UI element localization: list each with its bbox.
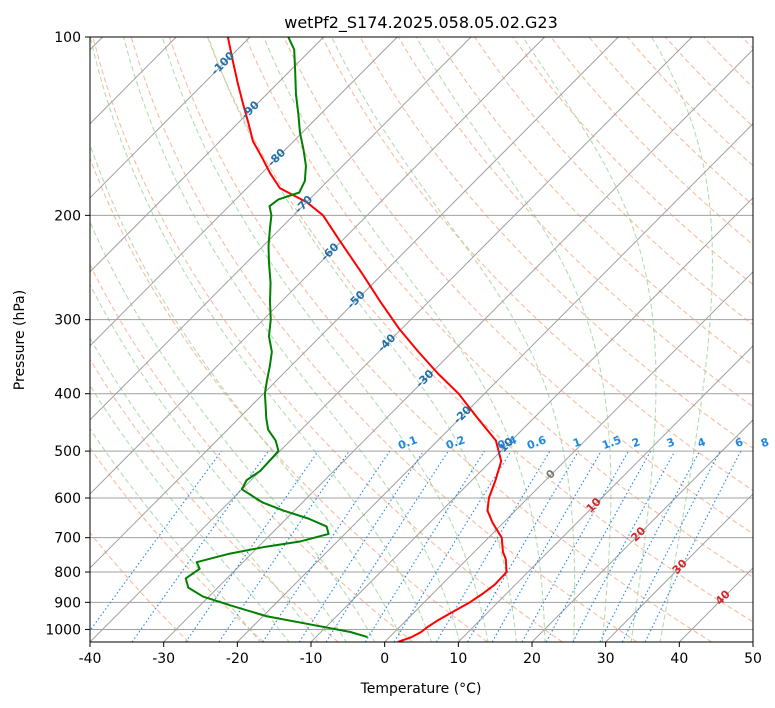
moist-adiabat bbox=[522, 37, 657, 642]
moist-adiabat bbox=[90, 336, 319, 642]
y-tick-label: 200 bbox=[54, 208, 81, 224]
series-layer bbox=[184, 37, 508, 642]
mixing-ratio-line bbox=[185, 450, 319, 642]
dry-adiabat bbox=[92, 37, 563, 642]
isotherm-gridline bbox=[605, 493, 753, 642]
moist-adiabat bbox=[90, 283, 347, 642]
isotherm-gridline bbox=[457, 345, 753, 642]
dewpoint-profile-line bbox=[184, 37, 368, 639]
moist-adiabat bbox=[123, 37, 461, 642]
isotherm-gridline bbox=[384, 271, 753, 642]
y-tick-label: 800 bbox=[54, 565, 81, 581]
x-tick-label: -20 bbox=[226, 651, 249, 667]
mixing-ratio-line bbox=[218, 450, 350, 642]
mixing-ratio-label: 0.2 bbox=[444, 433, 467, 452]
dry-adiabat bbox=[130, 37, 638, 642]
y-tick-label: 600 bbox=[54, 491, 81, 507]
y-tick-label: 700 bbox=[54, 531, 81, 547]
isotherm-gridline bbox=[90, 37, 398, 347]
x-tick-label: -10 bbox=[300, 651, 323, 667]
y-tick-label: 300 bbox=[54, 313, 81, 329]
mixing-ratio-line bbox=[521, 450, 630, 642]
mixing-ratio-label: 3 bbox=[665, 435, 677, 450]
y-tick-label: 100 bbox=[54, 30, 81, 46]
isotherm-gridline bbox=[90, 37, 619, 569]
x-tick-label: 40 bbox=[670, 651, 688, 667]
y-tick-label: 400 bbox=[54, 387, 81, 403]
y-tick-label: 500 bbox=[54, 444, 81, 460]
isotherm-gridline bbox=[310, 197, 753, 642]
dry-adiabat bbox=[321, 37, 753, 492]
mixing-ratio-line bbox=[131, 450, 269, 642]
dry-adiabat bbox=[90, 446, 264, 642]
moist-adiabat bbox=[90, 142, 404, 642]
isotherm-gridline bbox=[90, 37, 324, 273]
moist-adiabat bbox=[263, 37, 546, 642]
plot-frame bbox=[89, 36, 754, 643]
mixing-ratio-label: 2 bbox=[630, 435, 642, 450]
x-axis: -40 -30 -20 -10 0 10 20 30 40 50 bbox=[79, 642, 762, 667]
mixing-ratio-label: 1 bbox=[571, 435, 583, 450]
mixing-ratio-line bbox=[325, 450, 449, 642]
mixing-ratio-line bbox=[545, 450, 652, 642]
isotherm-gridline bbox=[236, 123, 753, 642]
x-tick-label: 0 bbox=[380, 651, 389, 667]
isotherm-gridline bbox=[90, 37, 251, 199]
y-tick-label: 1000 bbox=[45, 622, 81, 638]
y-axis: 100 200 300 400 500 600 700 800 900 1000 bbox=[45, 30, 90, 638]
moist-adiabat bbox=[161, 37, 489, 642]
mixing-ratio-label: 1.5 bbox=[600, 433, 623, 452]
isotherm-gridline bbox=[90, 37, 693, 642]
mixing-ratio-line bbox=[393, 450, 512, 642]
moist-adiabat bbox=[90, 37, 432, 642]
mixing-ratio-line bbox=[644, 450, 742, 642]
mixing-ratio-line bbox=[621, 450, 721, 642]
dry-adiabat bbox=[435, 37, 753, 367]
dry-adiabat bbox=[512, 37, 753, 286]
grid-layer bbox=[90, 37, 753, 642]
dry-adiabat bbox=[206, 37, 753, 623]
x-tick-label: 50 bbox=[744, 651, 762, 667]
dry-adiabat bbox=[359, 37, 753, 449]
isotherm-gridline bbox=[531, 419, 753, 642]
mixing-ratio-label: 8 bbox=[759, 435, 771, 450]
isotherm-gridline bbox=[90, 37, 545, 495]
moist-adiabat bbox=[331, 37, 576, 642]
mixing-ratio-label: 4 bbox=[696, 435, 708, 450]
isotherm-gridline bbox=[90, 37, 472, 421]
dry-adiabat bbox=[90, 358, 339, 642]
dry-adiabat bbox=[90, 156, 488, 642]
mixing-ratio-label: 0.6 bbox=[525, 433, 548, 452]
y-axis-title: Pressure (hPa) bbox=[12, 290, 28, 390]
x-axis-title: Temperature (°C) bbox=[360, 681, 482, 697]
moist-adiabat bbox=[90, 384, 290, 642]
dry-adiabat bbox=[90, 263, 414, 642]
chart-title: wetPf2_S174.2025.058.05.02.G23 bbox=[284, 13, 558, 33]
mixing-ratio-line bbox=[90, 450, 222, 632]
x-tick-label: 10 bbox=[449, 651, 467, 667]
y-tick-label: 900 bbox=[54, 595, 81, 611]
mixing-ratio-line bbox=[298, 450, 424, 642]
dry-adiabat bbox=[90, 531, 190, 642]
moist-adiabat bbox=[90, 427, 261, 642]
moist-adiabat bbox=[651, 37, 713, 642]
temperature-profile-line bbox=[226, 37, 508, 642]
x-tick-label: -30 bbox=[152, 651, 175, 667]
x-tick-label: 20 bbox=[523, 651, 541, 667]
dry-adiabat bbox=[168, 37, 713, 642]
moist-adiabat bbox=[207, 37, 518, 642]
x-tick-label: 30 bbox=[597, 651, 615, 667]
mixing-ratio-label: 0.4 bbox=[496, 433, 519, 452]
mixing-ratio-label: 0.1 bbox=[396, 433, 419, 452]
moist-adiabat bbox=[90, 220, 376, 642]
mixing-ratio-line bbox=[572, 450, 676, 642]
x-tick-label: -40 bbox=[79, 651, 102, 667]
isotherm-gridline bbox=[163, 48, 753, 642]
mixing-ratio-label: 6 bbox=[733, 435, 745, 450]
